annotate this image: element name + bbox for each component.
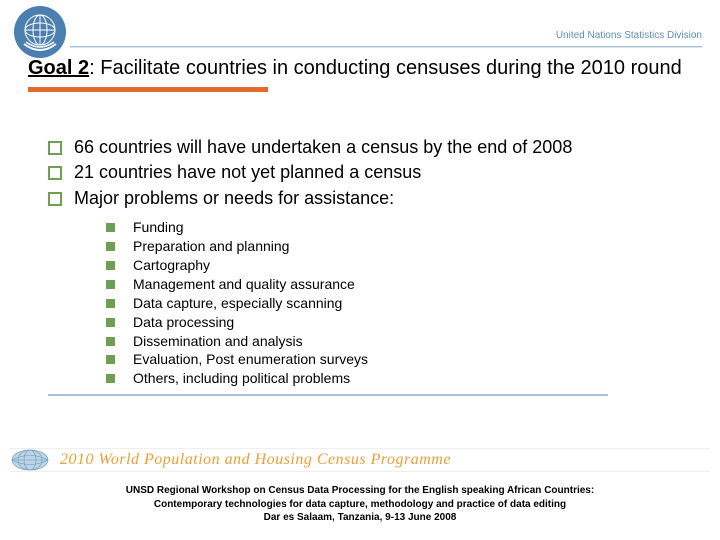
main-bullet-list: 66 countries will have undertaken a cens… bbox=[48, 136, 692, 210]
title-accent-bar bbox=[28, 87, 268, 92]
sub-bullet-list: Funding Preparation and planning Cartogr… bbox=[106, 218, 692, 388]
square-fill-icon bbox=[106, 242, 115, 251]
footer-line-2: Contemporary technologies for data captu… bbox=[40, 498, 680, 512]
square-fill-icon bbox=[106, 318, 115, 327]
list-item: 66 countries will have undertaken a cens… bbox=[48, 136, 692, 159]
square-outline-icon bbox=[48, 141, 62, 155]
bullet-text: 21 countries have not yet planned a cens… bbox=[74, 161, 421, 184]
list-item: Data capture, especially scanning bbox=[106, 294, 692, 313]
square-fill-icon bbox=[106, 355, 115, 364]
footer-line-3: Dar es Salaam, Tanzania, 9-13 June 2008 bbox=[40, 511, 680, 525]
list-item: Data processing bbox=[106, 313, 692, 332]
footer-line-1: UNSD Regional Workshop on Census Data Pr… bbox=[40, 484, 680, 498]
square-fill-icon bbox=[106, 374, 115, 383]
title-rest: : Facilitate countries in conducting cen… bbox=[89, 57, 682, 79]
slide-title: Goal 2: Facilitate countries in conducti… bbox=[28, 56, 692, 92]
sub-text: Cartography bbox=[133, 256, 210, 275]
square-fill-icon bbox=[106, 337, 115, 346]
title-text: Goal 2: Facilitate countries in conducti… bbox=[28, 56, 692, 81]
sub-text: Funding bbox=[133, 218, 184, 237]
list-item: Cartography bbox=[106, 256, 692, 275]
list-item: Major problems or needs for assistance: bbox=[48, 187, 692, 210]
square-fill-icon bbox=[106, 299, 115, 308]
bullet-text: Major problems or needs for assistance: bbox=[74, 187, 394, 210]
sub-text: Others, including political problems bbox=[133, 369, 350, 388]
list-item: Others, including political problems bbox=[106, 369, 692, 388]
square-fill-icon bbox=[106, 223, 115, 232]
square-outline-icon bbox=[48, 166, 62, 180]
list-item: Dissemination and analysis bbox=[106, 332, 692, 351]
square-outline-icon bbox=[48, 192, 62, 206]
header-divider bbox=[70, 46, 702, 48]
sub-text: Data capture, especially scanning bbox=[133, 294, 342, 313]
bullet-text: 66 countries will have undertaken a cens… bbox=[74, 136, 572, 159]
square-fill-icon bbox=[106, 261, 115, 270]
list-item: Evaluation, Post enumeration surveys bbox=[106, 350, 692, 369]
square-fill-icon bbox=[106, 280, 115, 289]
content-divider bbox=[48, 394, 608, 396]
footer-credits: UNSD Regional Workshop on Census Data Pr… bbox=[40, 484, 680, 525]
sub-text: Preparation and planning bbox=[133, 237, 289, 256]
sub-text: Evaluation, Post enumeration surveys bbox=[133, 350, 368, 369]
sub-text: Data processing bbox=[133, 313, 234, 332]
list-item: Funding bbox=[106, 218, 692, 237]
list-item: 21 countries have not yet planned a cens… bbox=[48, 161, 692, 184]
content-area: 66 countries will have undertaken a cens… bbox=[48, 136, 692, 396]
footer-banner: 2010 World Population and Housing Census… bbox=[10, 448, 710, 472]
sub-text: Management and quality assurance bbox=[133, 275, 355, 294]
title-bold: Goal 2 bbox=[28, 57, 89, 79]
list-item: Management and quality assurance bbox=[106, 275, 692, 294]
sub-text: Dissemination and analysis bbox=[133, 332, 303, 351]
list-item: Preparation and planning bbox=[106, 237, 692, 256]
un-logo bbox=[10, 2, 70, 62]
footer-banner-text: 2010 World Population and Housing Census… bbox=[60, 451, 451, 469]
header-org-label: United Nations Statistics Division bbox=[556, 30, 702, 41]
globe-icon bbox=[10, 449, 50, 471]
